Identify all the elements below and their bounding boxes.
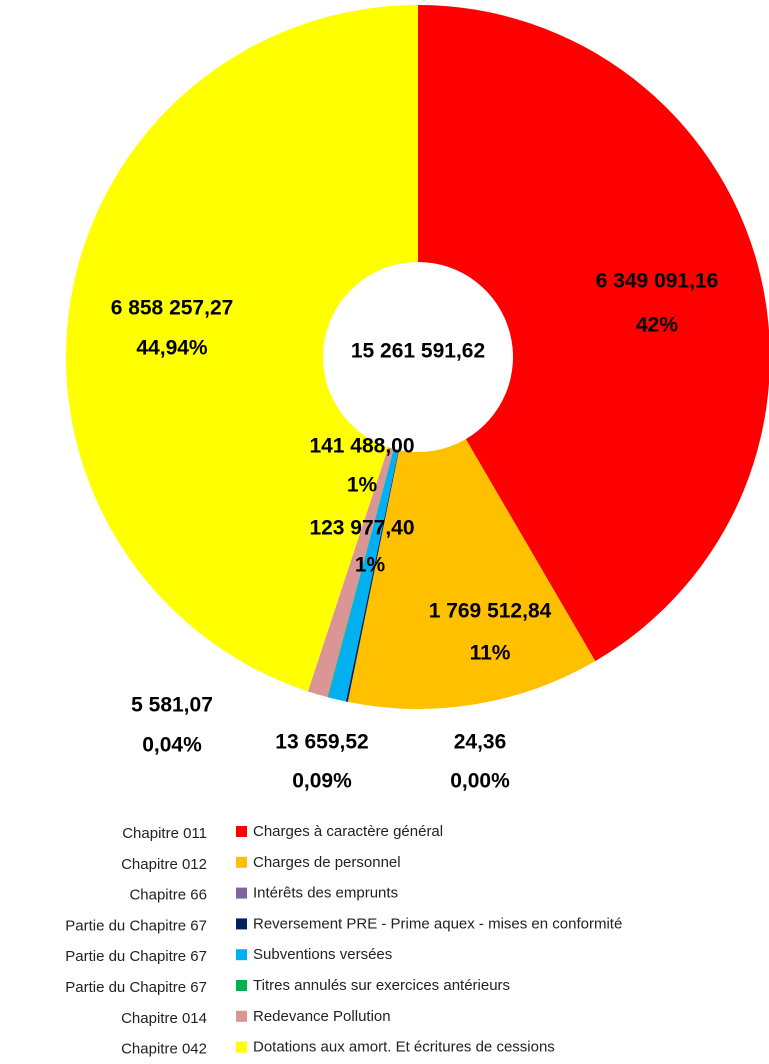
data-label: 5 581,07	[131, 694, 213, 717]
legend-label: Subventions versées	[253, 946, 392, 963]
legend-swatch	[236, 1010, 247, 1022]
chapter-label: Chapitre 012	[121, 856, 207, 873]
donut-slice	[307, 447, 394, 698]
data-label: 123 977,40	[309, 517, 414, 540]
percent-label: 0,09%	[292, 770, 352, 793]
data-label: 13 659,52	[275, 731, 368, 754]
percent-label: 0,00%	[450, 770, 510, 793]
legend-swatch	[236, 980, 247, 991]
donut-slice	[345, 449, 400, 702]
legend-swatch	[236, 826, 247, 837]
percent-label: 44,94%	[136, 337, 208, 360]
legend-swatch	[236, 856, 247, 868]
legend-label: Reversement PRE - Prime aquex - mises en…	[253, 915, 622, 932]
donut-slice	[328, 448, 399, 702]
center-label: 15 261 591,62	[351, 340, 485, 363]
legend-swatch	[236, 949, 247, 961]
legend-label: Redevance Pollution	[253, 1008, 391, 1025]
donut-slice	[347, 439, 596, 709]
chapter-label: Partie du Chapitre 67	[65, 948, 207, 965]
percent-label: 11%	[470, 642, 511, 665]
donut-slice	[327, 448, 394, 698]
legend-label: Charges de personnel	[253, 854, 401, 871]
data-label: 1 769 512,84	[429, 600, 552, 623]
legend-label: Charges à caractère général	[253, 823, 443, 840]
chapter-label: Chapitre 66	[129, 887, 207, 904]
data-label: 6 349 091,16	[596, 270, 719, 293]
percent-label: 1%	[355, 554, 386, 577]
percent-label: 42%	[636, 314, 678, 337]
chapter-label: Chapitre 011	[122, 825, 207, 842]
donut-slice	[65, 5, 418, 692]
legend-swatch	[236, 887, 247, 899]
legend-swatch	[236, 918, 247, 930]
chapter-label: Partie du Chapitre 67	[65, 979, 207, 996]
data-label: 141 488,00	[309, 435, 414, 458]
donut-slice	[418, 5, 769, 662]
data-label: 24,36	[454, 731, 507, 754]
chapter-label: Chapitre 014	[121, 1010, 207, 1027]
legend-label: Titres annulés sur exercices antérieurs	[253, 977, 510, 994]
legend-label: Intérêts des emprunts	[253, 885, 398, 902]
percent-label: 1%	[347, 474, 378, 497]
data-label: 6 858 257,27	[111, 297, 234, 320]
chapter-label: Chapitre 042	[121, 1041, 207, 1058]
legend-label: Dotations aux amort. Et écritures de ces…	[253, 1039, 555, 1056]
chapter-label: Partie du Chapitre 67	[65, 917, 207, 934]
donut-slice	[347, 450, 400, 702]
percent-label: 0,04%	[142, 734, 202, 757]
legend-swatch	[236, 1041, 247, 1053]
